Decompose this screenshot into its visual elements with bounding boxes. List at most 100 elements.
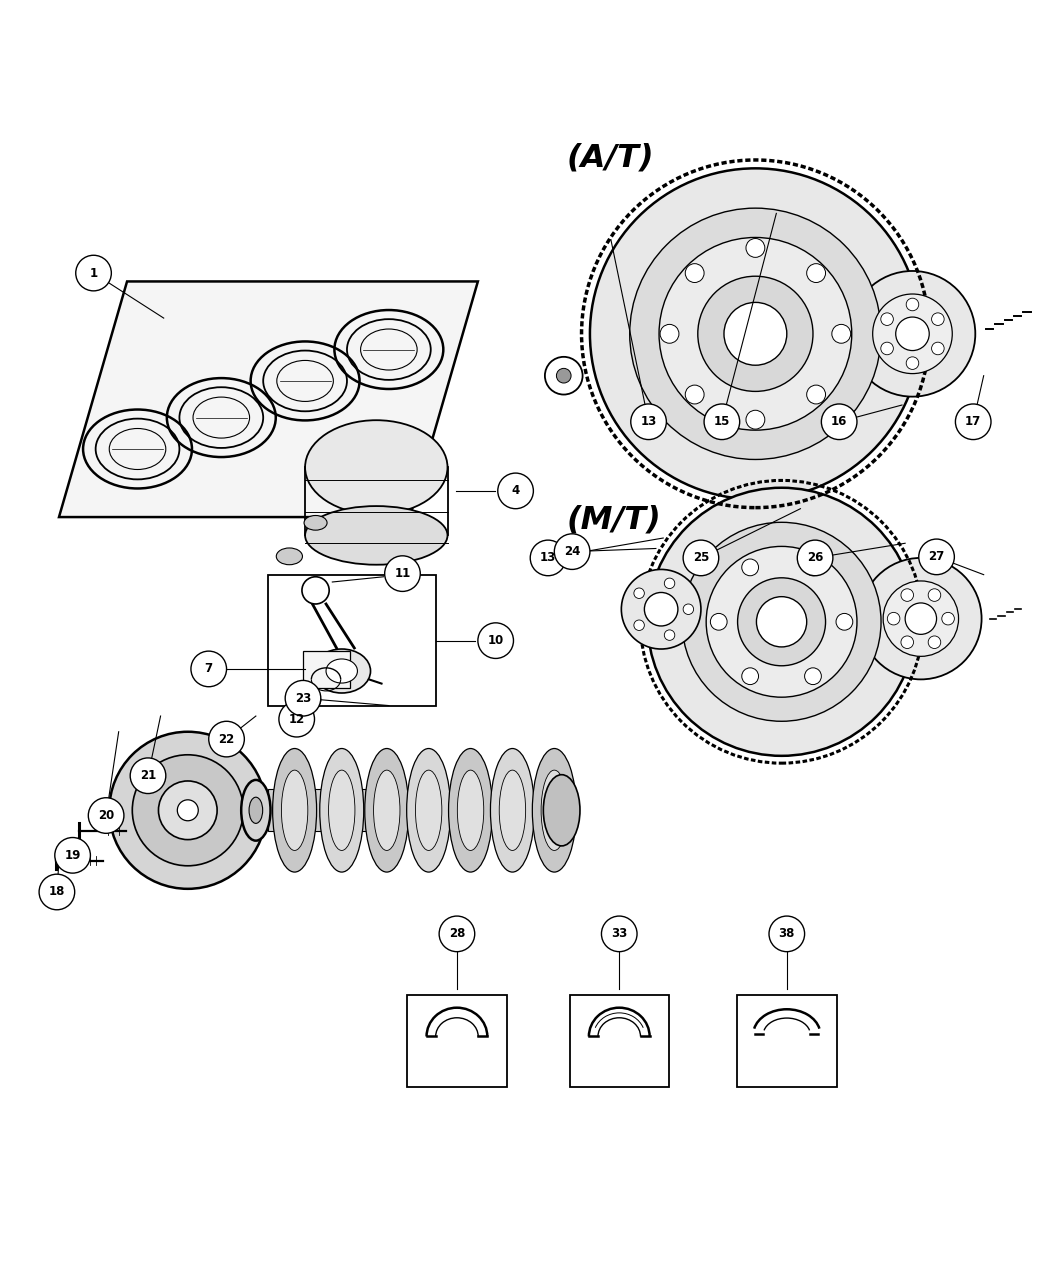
Circle shape [942, 612, 954, 625]
Circle shape [602, 915, 637, 951]
Circle shape [905, 603, 937, 635]
Text: 20: 20 [98, 810, 114, 822]
Ellipse shape [448, 748, 492, 872]
Ellipse shape [406, 748, 450, 872]
Polygon shape [59, 282, 478, 518]
Ellipse shape [306, 506, 447, 565]
Polygon shape [269, 789, 562, 831]
Text: 1: 1 [89, 266, 98, 279]
Polygon shape [217, 792, 269, 829]
Circle shape [631, 404, 667, 440]
Text: 19: 19 [64, 849, 81, 862]
Circle shape [931, 342, 944, 354]
Circle shape [590, 168, 921, 500]
Circle shape [928, 589, 941, 602]
Circle shape [109, 732, 267, 889]
Text: 17: 17 [965, 416, 982, 428]
Circle shape [286, 681, 321, 717]
Circle shape [707, 547, 857, 697]
Circle shape [76, 255, 111, 291]
Text: (A/T): (A/T) [567, 143, 654, 173]
Circle shape [746, 238, 764, 258]
Ellipse shape [276, 548, 302, 565]
Circle shape [191, 652, 227, 687]
Circle shape [896, 317, 929, 351]
Circle shape [130, 757, 166, 793]
Circle shape [919, 539, 954, 575]
Circle shape [887, 612, 900, 625]
Circle shape [209, 722, 245, 757]
Circle shape [928, 636, 941, 649]
Circle shape [806, 385, 825, 404]
Text: 27: 27 [928, 551, 945, 564]
FancyBboxPatch shape [407, 994, 507, 1086]
Circle shape [384, 556, 420, 592]
Ellipse shape [541, 770, 567, 850]
Circle shape [906, 298, 919, 311]
Circle shape [39, 875, 75, 910]
Circle shape [556, 368, 571, 382]
Circle shape [660, 324, 679, 343]
Ellipse shape [374, 770, 400, 850]
Circle shape [746, 411, 764, 430]
Text: 18: 18 [48, 885, 65, 899]
Circle shape [931, 312, 944, 325]
Circle shape [545, 357, 583, 394]
FancyBboxPatch shape [303, 652, 350, 687]
Text: 13: 13 [640, 416, 656, 428]
Circle shape [797, 541, 833, 576]
Circle shape [498, 473, 533, 509]
Text: 21: 21 [140, 769, 156, 783]
FancyBboxPatch shape [569, 994, 669, 1086]
Ellipse shape [281, 770, 308, 850]
Circle shape [741, 558, 758, 576]
Circle shape [806, 264, 825, 283]
Circle shape [665, 630, 675, 640]
Text: 28: 28 [448, 927, 465, 941]
Circle shape [698, 277, 813, 391]
Circle shape [554, 534, 590, 570]
Ellipse shape [313, 649, 371, 694]
Ellipse shape [329, 770, 355, 850]
Circle shape [769, 915, 804, 951]
Ellipse shape [306, 421, 447, 514]
Ellipse shape [249, 797, 262, 824]
Circle shape [836, 613, 853, 630]
Ellipse shape [490, 748, 534, 872]
Ellipse shape [458, 770, 484, 850]
Text: 12: 12 [289, 713, 304, 725]
Circle shape [307, 694, 321, 708]
Ellipse shape [242, 780, 271, 840]
Text: 33: 33 [611, 927, 628, 941]
Circle shape [645, 593, 678, 626]
Circle shape [630, 208, 881, 459]
Ellipse shape [499, 770, 526, 850]
Text: 38: 38 [779, 927, 795, 941]
Text: 22: 22 [218, 733, 234, 746]
Text: 15: 15 [714, 416, 730, 428]
Circle shape [302, 576, 329, 604]
Circle shape [804, 558, 821, 576]
Ellipse shape [364, 748, 408, 872]
Text: 11: 11 [395, 567, 411, 580]
Circle shape [821, 404, 857, 440]
Circle shape [132, 755, 244, 866]
Circle shape [88, 798, 124, 834]
Circle shape [756, 597, 806, 646]
Circle shape [682, 523, 881, 722]
Circle shape [439, 915, 475, 951]
Circle shape [279, 701, 315, 737]
Circle shape [881, 312, 894, 325]
Circle shape [849, 272, 975, 397]
Circle shape [159, 782, 217, 840]
Circle shape [684, 604, 694, 615]
Circle shape [873, 295, 952, 374]
Circle shape [741, 668, 758, 685]
Text: 16: 16 [831, 416, 847, 428]
Circle shape [881, 342, 894, 354]
Circle shape [860, 558, 982, 680]
Ellipse shape [320, 748, 363, 872]
Text: 26: 26 [806, 551, 823, 565]
Circle shape [711, 613, 727, 630]
Circle shape [478, 623, 513, 658]
